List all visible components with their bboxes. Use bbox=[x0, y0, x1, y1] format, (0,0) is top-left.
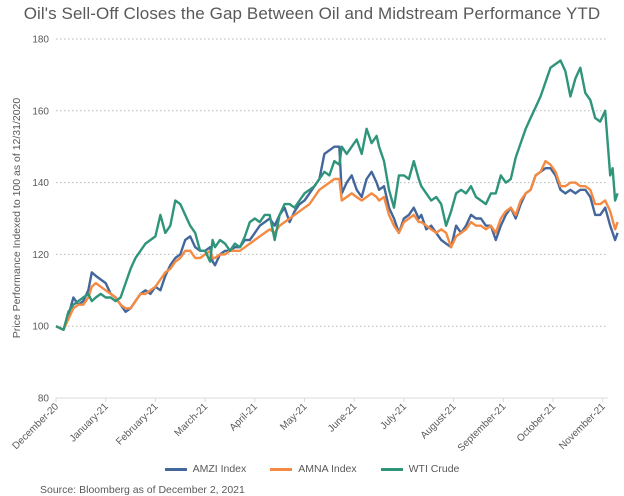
x-tick-label: November-21 bbox=[557, 401, 608, 452]
y-tick-label: 160 bbox=[32, 106, 49, 117]
x-tick-label: December-20 bbox=[10, 401, 61, 452]
axes: 80 100 120 140 160 180 December-20 January-21 Fe… bbox=[10, 35, 608, 454]
source-note: Source: Bloomberg as of December 2, 2021 bbox=[40, 484, 245, 496]
series-line-amzi-index bbox=[55, 145, 619, 331]
x-tick-label: October-21 bbox=[515, 401, 558, 444]
legend-item: AMNA Index bbox=[270, 463, 357, 475]
x-tick-label: May-21 bbox=[278, 401, 310, 433]
y-tick-label: 180 bbox=[32, 35, 49, 46]
legend-swatch bbox=[164, 467, 187, 471]
x-tick-label: June-21 bbox=[326, 401, 360, 435]
legend-swatch bbox=[380, 467, 403, 471]
legend-swatch bbox=[270, 467, 293, 471]
y-tick-label: 80 bbox=[38, 394, 50, 405]
y-tick-label: 140 bbox=[32, 178, 49, 189]
x-tick-label: March-21 bbox=[173, 401, 211, 439]
legend-label: AMZI Index bbox=[192, 463, 247, 475]
x-tick-label: April-21 bbox=[228, 401, 260, 433]
x-tick-label: August-21 bbox=[419, 401, 459, 441]
series-line-amna-index bbox=[55, 159, 619, 331]
legend-item: WTI Crude bbox=[380, 463, 460, 475]
gridlines bbox=[56, 38, 608, 327]
legend-item: AMZI Index bbox=[164, 463, 247, 475]
y-axis-label: Price Performance Indexed to 100 as of 1… bbox=[11, 98, 23, 339]
y-tick-label: 120 bbox=[32, 250, 49, 261]
legend-label: AMNA Index bbox=[298, 463, 357, 475]
x-tick-label: January-21 bbox=[68, 401, 111, 444]
y-tick-label: 100 bbox=[32, 322, 49, 333]
chart-title: Oil's Sell-Off Closes the Gap Between Oi… bbox=[23, 4, 601, 23]
x-tick-label: July-21 bbox=[378, 401, 409, 432]
series-lines bbox=[55, 59, 619, 331]
legend-label: WTI Crude bbox=[408, 463, 460, 475]
legend: AMZI Index AMNA Index WTI Crude bbox=[0, 463, 624, 475]
series-line-wti-crude bbox=[55, 59, 619, 331]
x-tick-label: February-21 bbox=[114, 401, 161, 448]
x-tick-label: September-21 bbox=[456, 401, 509, 454]
